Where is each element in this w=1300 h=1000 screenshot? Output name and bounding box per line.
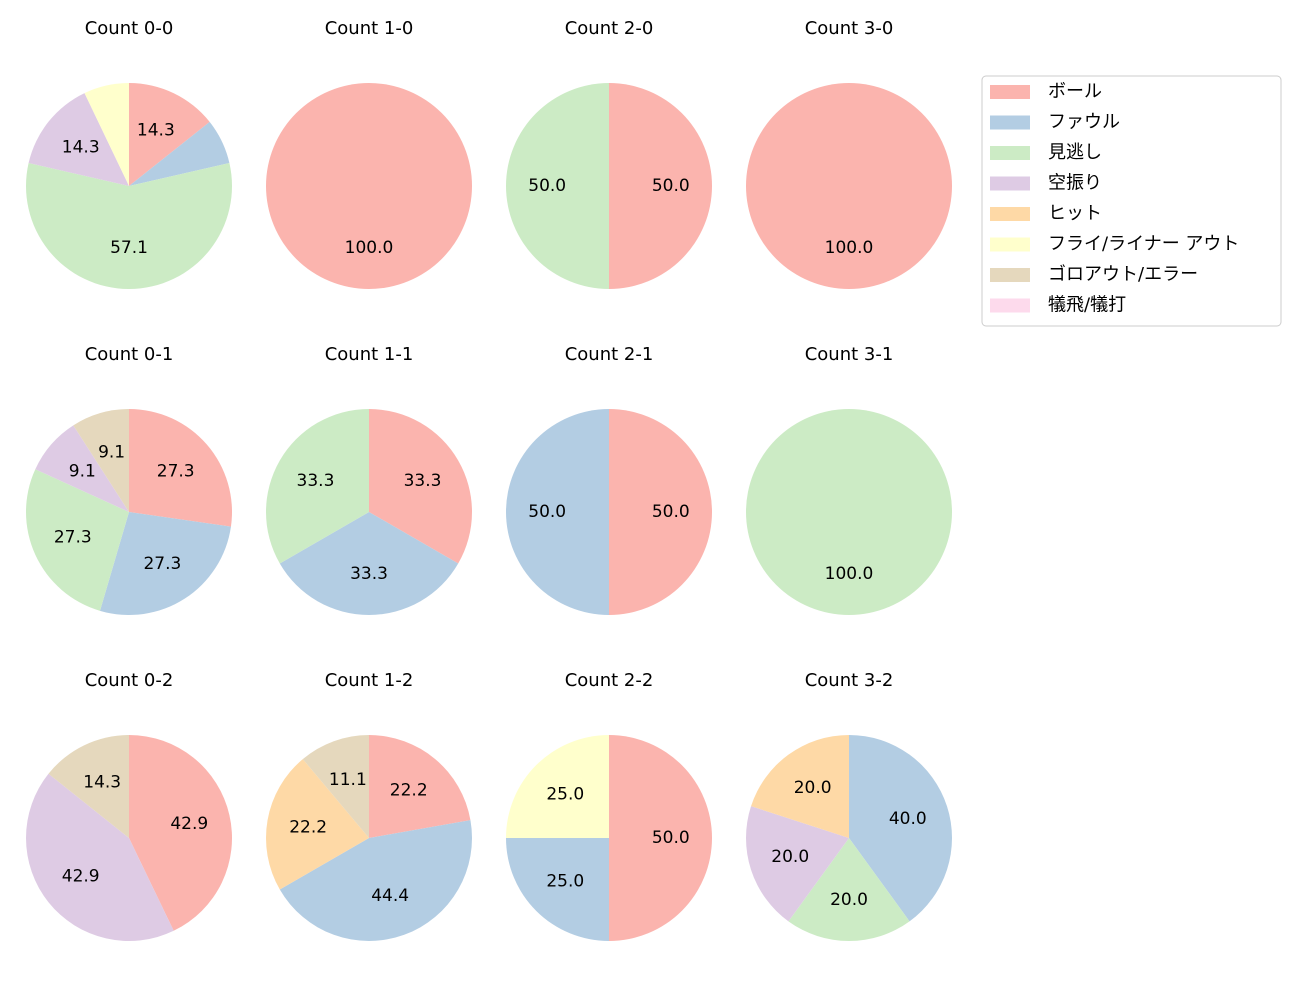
data-label: 20.0 [794,778,832,798]
data-label: 100.0 [345,238,394,258]
data-label: 20.0 [830,890,868,910]
pie-slice [129,83,210,186]
data-label: 33.3 [297,471,335,491]
pie-slice [506,409,609,615]
legend-swatch [990,237,1030,252]
data-label: 27.3 [54,528,92,548]
data-label: 57.1 [110,238,148,258]
legend-label: 犠飛/犠打 [1048,295,1126,316]
data-label: 50.0 [528,176,566,196]
pie-title: Count 0-1 [85,344,174,365]
pie-title: Count 3-0 [805,18,894,39]
pie-slice [506,83,609,289]
data-label: 50.0 [528,502,566,522]
pie-title: Count 3-1 [805,344,894,365]
data-label: 9.1 [69,462,96,482]
legend-box [981,75,1282,327]
pie-title: Count 2-0 [565,18,654,39]
data-label: 100.0 [825,238,874,258]
pie-slice [369,735,471,838]
legend-swatch [990,207,1030,221]
pie-title: Count 1-2 [325,670,414,691]
pie-slice [849,735,953,922]
legend-label: ヒット [1048,203,1102,224]
data-label: 27.3 [157,462,195,482]
pie-slice [129,121,230,186]
pie-slice [28,93,130,186]
data-label: 14.3 [83,772,121,792]
pie-title: Count 0-0 [85,18,174,39]
pie-slice [73,409,129,512]
data-label: 42.9 [62,867,100,887]
pie-slice [279,820,473,942]
data-label: 50.0 [652,828,690,848]
pie-slice [129,735,232,931]
data-label: 50.0 [652,176,690,196]
legend-label: ファウル [1048,112,1120,133]
pie-slice [746,409,952,615]
pie-slice [265,759,369,890]
legend-label: ゴロアウト/エラー [1048,264,1198,285]
data-label: 27.3 [143,554,181,574]
pie-slice [788,838,910,941]
pie-title: Count 1-0 [325,18,414,39]
pie-slice [506,838,609,941]
pie-slice [266,83,472,289]
legend-label: フライ/ライナー アウト [1048,234,1239,255]
pie-slice [609,83,712,289]
data-label: 14.3 [62,137,100,157]
data-label: 9.1 [98,443,125,463]
data-label: 33.3 [404,471,442,491]
pie-slice [746,806,849,922]
pie-slice [746,83,952,289]
data-label: 44.4 [371,886,409,906]
pie-title: Count 0-2 [85,670,174,691]
pie-slice [35,425,129,512]
data-label: 22.2 [289,817,327,837]
data-label: 25.0 [546,784,584,804]
pie-slice [84,83,129,186]
legend-swatch [990,176,1030,191]
pie-slice [369,409,472,564]
legend-label: 見逃し [1048,142,1102,163]
pie-slice [266,409,369,564]
pie-title: Count 2-1 [565,344,654,365]
legend-label: ボール [1048,81,1102,102]
data-label: 20.0 [771,847,809,867]
legend-swatch [990,115,1030,130]
pie-slice [26,773,174,941]
legend-swatch [990,85,1030,99]
legend-swatch [990,146,1030,160]
pie-slice [506,735,609,838]
pie-slice [302,735,369,838]
legend-swatch [990,268,1030,282]
pie-slice [26,469,130,611]
data-label: 25.0 [546,872,584,892]
pie-slice [129,409,233,527]
pie-slice [25,163,233,289]
data-label: 14.3 [137,120,175,140]
data-label: 100.0 [825,564,874,584]
pie-title: Count 3-2 [805,670,894,691]
pie-slice [751,735,849,838]
pie-slice [609,409,712,615]
pie-slice [609,735,712,941]
pie-slice [48,735,129,838]
data-label: 33.3 [350,564,388,584]
pie-slice [99,512,231,615]
pie-title: Count 2-2 [565,670,654,691]
data-label: 22.2 [390,781,428,801]
legend-swatch [990,298,1030,313]
pie-title: Count 1-1 [325,344,414,365]
data-label: 42.9 [170,814,208,834]
data-label: 50.0 [652,502,690,522]
data-label: 40.0 [889,809,927,829]
legend-label: 空振り [1048,173,1102,194]
data-label: 11.1 [329,770,367,790]
